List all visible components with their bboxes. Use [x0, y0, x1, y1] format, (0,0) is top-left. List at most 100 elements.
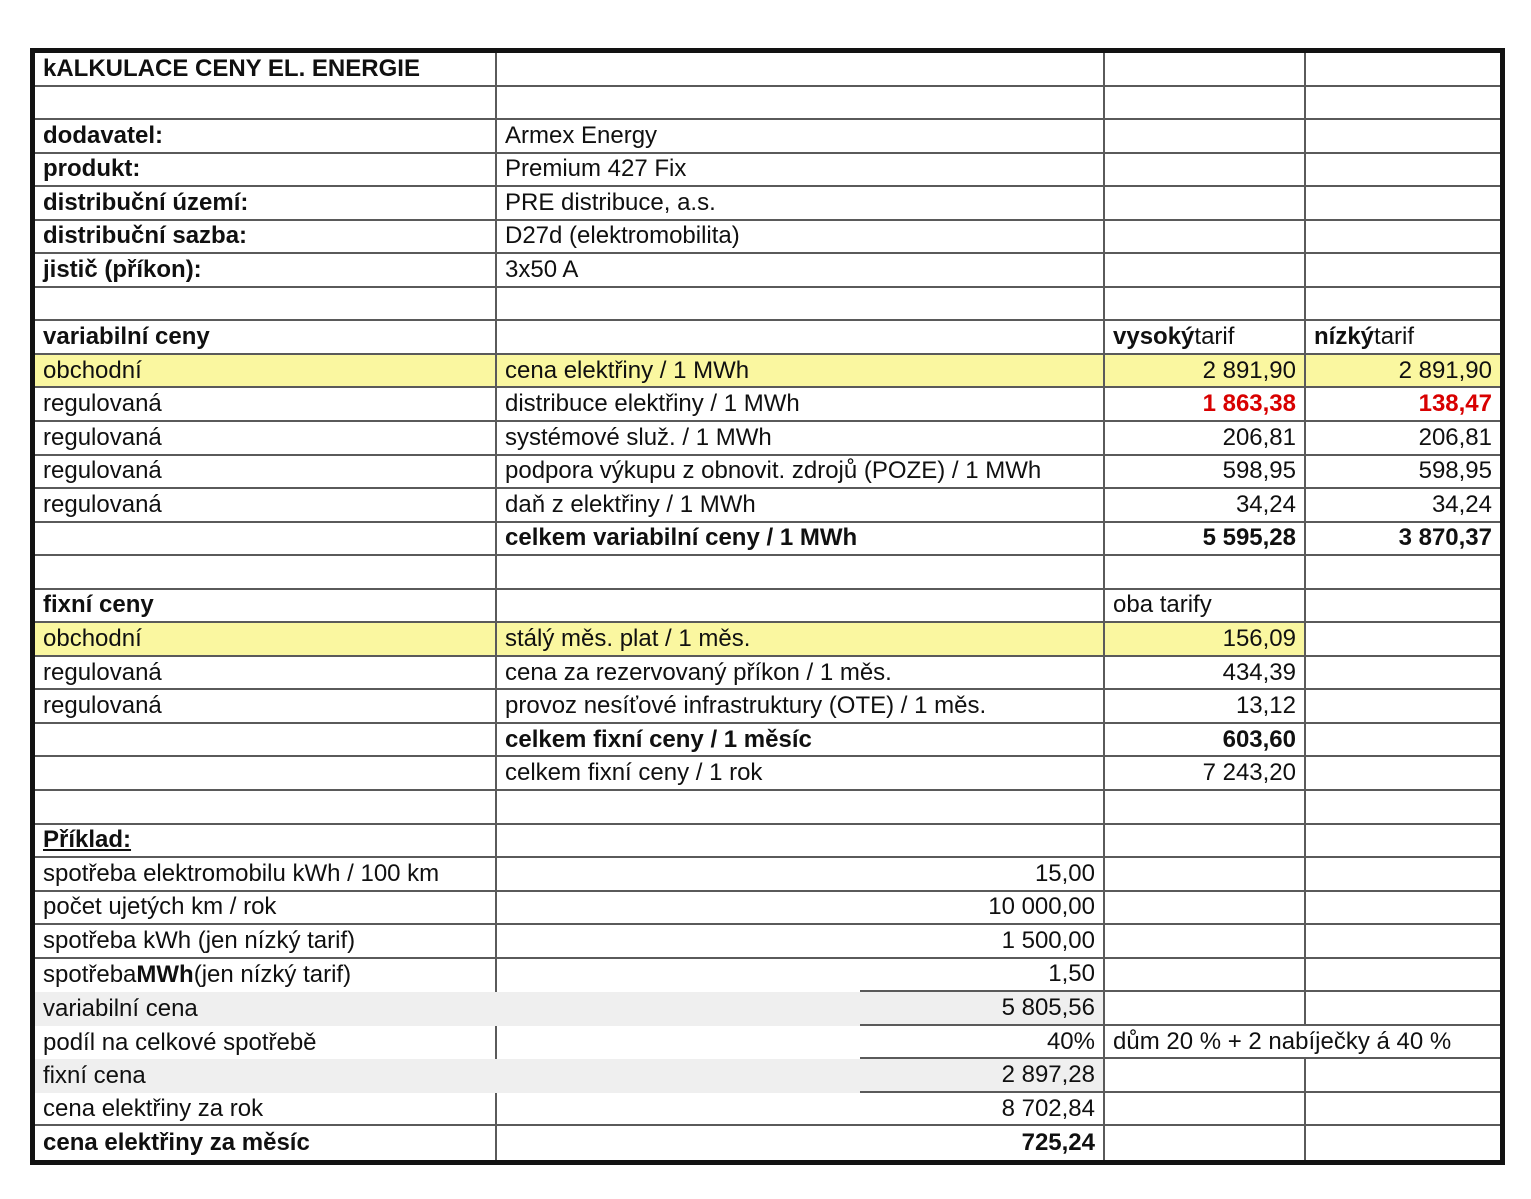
empty-cell	[1306, 1059, 1500, 1093]
info-row-supplier: dodavatel: Armex Energy	[35, 120, 1500, 154]
variable-total-row: celkem variabilní ceny / 1 MWh 5 595,28 …	[35, 522, 1500, 557]
variable-row: regulovaná daň z elektřiny / 1 MWh 34,24…	[35, 489, 1500, 523]
row-value: 13,12	[1105, 690, 1306, 724]
empty-cell	[1105, 891, 1306, 926]
supplier-value: Armex Energy	[497, 120, 1105, 154]
rate-value: D27d (elektromobilita)	[497, 220, 1105, 255]
row-desc: cena elektřiny / 1 MWh	[497, 354, 1105, 389]
row-value: 1 500,00	[497, 925, 1105, 959]
info-row-rate: distribuční sazba: D27d (elektromobilita…	[35, 220, 1500, 255]
empty-cell	[1306, 690, 1500, 724]
row-high-value: 206,81	[1105, 422, 1306, 456]
fixed-row: regulovaná provoz nesíťové infrastruktur…	[35, 690, 1500, 724]
example-row-year: cena elektřiny za rok 8 702,84	[35, 1092, 1500, 1127]
row-label: cena elektřiny za měsíc	[35, 1126, 497, 1160]
empty-cell	[497, 53, 1105, 87]
empty-cell	[1105, 254, 1306, 288]
empty-cell	[1105, 153, 1306, 188]
row-high-value: 2 891,90	[1105, 354, 1306, 389]
row-desc: cena za rezervovaný příkon / 1 měs.	[497, 656, 1105, 691]
label-bold: MWh	[136, 961, 194, 989]
empty-cell	[1105, 958, 1306, 993]
empty-cell	[35, 522, 497, 557]
empty-cell	[1105, 992, 1306, 1026]
empty-cell	[1306, 724, 1500, 758]
supplier-label: dodavatel:	[35, 120, 497, 154]
empty-cell	[35, 791, 497, 825]
row-type: regulovaná	[35, 489, 497, 523]
row-desc: stálý měs. plat / 1 měs.	[497, 623, 1105, 657]
example-row-fixed-price: fixní cena 2 897,28	[35, 1059, 1500, 1093]
spacer-row	[35, 556, 1500, 590]
breaker-label: jistič (příkon):	[35, 254, 497, 288]
empty-cell	[1306, 757, 1500, 791]
empty-cell	[1105, 120, 1306, 154]
empty-cell	[1306, 53, 1500, 87]
empty-cell	[1105, 1092, 1306, 1127]
high-tarif-bold: vysoký	[1113, 323, 1195, 351]
example-title: Příklad:	[43, 826, 132, 854]
both-tarif-header: oba tarify	[1105, 589, 1306, 624]
row-high-value: 598,95	[1105, 455, 1306, 490]
row-type: regulovaná	[35, 690, 497, 724]
row-low-value: 34,24	[1306, 489, 1500, 523]
product-value: Premium 427 Fix	[497, 153, 1105, 188]
row-type: regulovaná	[35, 656, 497, 691]
empty-cell	[1306, 892, 1500, 926]
empty-cell	[1105, 86, 1306, 121]
row-value: 1,50	[860, 958, 1105, 993]
empty-cell	[1306, 556, 1500, 590]
row-label: variabilní cena	[35, 992, 860, 1026]
empty-cell	[1306, 288, 1500, 322]
fixed-header-row: fixní ceny oba tarify	[35, 589, 1500, 624]
fixed-total-year-value: 7 243,20	[1105, 757, 1306, 791]
variable-header-row: variabilní ceny vysoký tarif nízký tarif	[35, 321, 1500, 355]
empty-cell	[1105, 925, 1306, 959]
variable-total-high: 5 595,28	[1105, 522, 1306, 557]
empty-cell	[1306, 858, 1500, 892]
row-low-value: 138,47	[1306, 388, 1500, 422]
breaker-value: 3x50 A	[497, 254, 1105, 288]
empty-cell	[1306, 657, 1500, 691]
empty-cell	[497, 287, 1105, 322]
low-tarif-header: nízký tarif	[1306, 321, 1500, 355]
row-value: 434,39	[1105, 656, 1306, 691]
high-tarif-rest: tarif	[1194, 323, 1235, 351]
row-low-value: 598,95	[1306, 456, 1500, 490]
fixed-total-month-desc: celkem fixní ceny / 1 měsíc	[497, 723, 1105, 758]
empty-cell	[1306, 1126, 1500, 1160]
empty-cell	[1306, 120, 1500, 154]
info-row-territory: distribuční území: PRE distribuce, a.s.	[35, 187, 1500, 221]
row-value: 15,00	[497, 858, 1105, 892]
empty-cell	[497, 791, 1105, 825]
fixed-total-month-value: 603,60	[1105, 723, 1306, 758]
row-value: 10 000,00	[497, 891, 1105, 926]
example-row-ev: spotřeba elektromobilu kWh / 100 km 15,0…	[35, 858, 1500, 892]
empty-cell	[1306, 825, 1500, 859]
row-type: regulovaná	[35, 455, 497, 490]
price-calculation-table: kALKULACE CENY EL. ENERGIE dodavatel: Ar…	[30, 48, 1505, 1165]
empty-cell	[1105, 287, 1306, 322]
row-type: obchodní	[35, 354, 497, 389]
row-label: podíl na celkové spotřebě	[35, 1025, 497, 1060]
row-label: počet ujetých km / rok	[35, 891, 497, 926]
empty-cell	[497, 556, 1105, 590]
fixed-row: obchodní stálý měs. plat / 1 měs. 156,09	[35, 623, 1500, 657]
empty-cell	[497, 959, 860, 993]
fixed-row: regulovaná cena za rezervovaný příkon / …	[35, 656, 1500, 691]
row-low-value: 2 891,90	[1306, 354, 1500, 389]
empty-cell	[1306, 959, 1500, 993]
row-high-value: 34,24	[1105, 489, 1306, 523]
spacer-row	[35, 86, 1500, 121]
example-title-row: Příklad:	[35, 824, 1500, 859]
example-row-month: cena elektřiny za měsíc 725,24	[35, 1126, 1500, 1160]
low-tarif-bold: nízký	[1314, 323, 1375, 351]
row-label: spotřeba MWh (jen nízký tarif)	[35, 958, 497, 993]
variable-row: obchodní cena elektřiny / 1 MWh 2 891,90…	[35, 354, 1500, 389]
empty-cell	[497, 824, 1105, 859]
row-desc: provoz nesíťové infrastruktury (OTE) / 1…	[497, 690, 1105, 724]
fixed-total-year-desc: celkem fixní ceny / 1 rok	[497, 757, 1105, 791]
variable-total-desc: celkem variabilní ceny / 1 MWh	[497, 522, 1105, 557]
row-type: regulovaná	[35, 422, 497, 456]
